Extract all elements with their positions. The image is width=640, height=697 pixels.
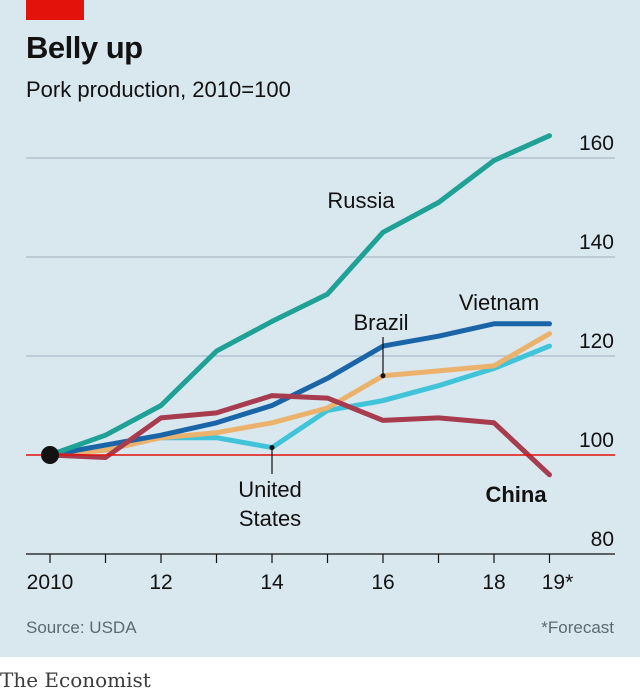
series-label-united-states-1: United: [238, 477, 302, 502]
series-label-vietnam: Vietnam: [459, 290, 539, 315]
forecast-note: *Forecast: [541, 618, 614, 637]
series-label-united-states-2: States: [239, 506, 301, 531]
y-tick-label-80: 80: [591, 528, 614, 551]
series-label-china: China: [485, 482, 547, 507]
x-tick-label-2012: 12: [149, 571, 172, 594]
start-point-marker: [41, 446, 59, 464]
x-tick-label-2010: 2010: [27, 571, 74, 594]
x-tick-label-2014: 14: [260, 571, 284, 594]
series-line-russia: [47, 133, 552, 458]
series-label-brazil: Brazil: [353, 310, 408, 335]
economist-logo: The Economist: [0, 668, 151, 692]
y-tick-label-120: 120: [579, 330, 614, 353]
chart-panel: [0, 0, 640, 657]
series-label-russia: Russia: [327, 188, 395, 213]
chart-title: Belly up: [26, 30, 143, 65]
y-tick-label-100: 100: [579, 429, 614, 452]
red-tag-marker: [26, 0, 84, 20]
brazil-leader-dot: [380, 373, 386, 379]
y-tick-label-160: 160: [579, 132, 614, 155]
us-leader-dot: [269, 445, 275, 451]
series-line-china: [47, 393, 552, 478]
line-chart: 80 100 120 140 160 2010 12 14 16 18 19* Russia Vietn…: [26, 132, 615, 594]
x-tick-label-2019: 19*: [542, 571, 574, 594]
y-tick-label-140: 140: [579, 231, 614, 254]
series-line-vietnam: [47, 321, 552, 458]
x-tick-label-2016: 16: [371, 571, 394, 594]
series-line-united-states: [47, 343, 552, 458]
x-tick-label-2018: 18: [482, 571, 505, 594]
source-note: Source: USDA: [26, 618, 137, 637]
chart-subtitle: Pork production, 2010=100: [26, 77, 291, 102]
series-line-brazil: [47, 331, 552, 458]
